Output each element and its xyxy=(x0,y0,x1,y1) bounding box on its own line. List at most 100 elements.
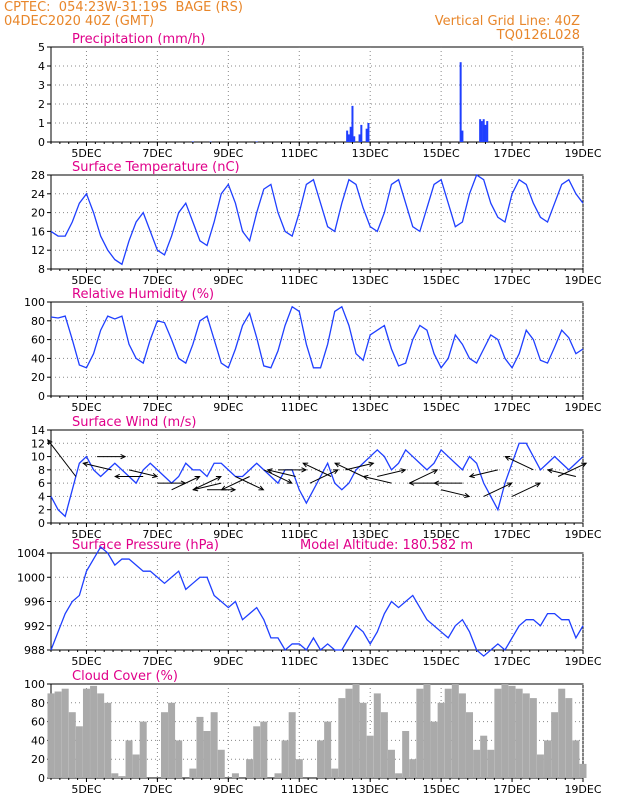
panel4-wind-arrow-head xyxy=(258,485,265,491)
panel1-precip-bar xyxy=(351,105,354,142)
panel6-cloud-bar xyxy=(61,688,69,778)
panel4-wind-arrow-head xyxy=(301,467,308,473)
panel4-wind-arrow xyxy=(511,482,541,497)
panel6-cloud-bar xyxy=(345,688,353,778)
panel6-ytick-label: 100 xyxy=(24,678,45,691)
panel6-cloud-bar xyxy=(359,702,367,778)
panel4-wind-arrow-head xyxy=(432,469,439,475)
panel1-ytick-label: 4 xyxy=(38,60,45,73)
panel4-wind-arrow xyxy=(441,489,470,497)
panel2-title: Surface Temperature (nC) xyxy=(72,160,240,175)
panel6-cloud-bar xyxy=(331,768,339,778)
panel6-cloud-bar xyxy=(189,768,197,778)
panel3-xtick-label: 5DEC xyxy=(71,401,101,414)
header-grid-line: Vertical Grid Line: 40Z xyxy=(434,14,580,29)
panel1-xtick-label: 5DEC xyxy=(71,147,101,160)
panel6-cloud-bar xyxy=(54,691,62,778)
panel4-ytick-label: 0 xyxy=(38,517,45,530)
panel6-cloud-bar xyxy=(118,776,126,778)
panel6-cloud-bar xyxy=(175,740,183,778)
panel6-cloud-bar xyxy=(466,712,474,778)
panel1-xtick-label: 9DEC xyxy=(213,147,243,160)
panel6-cloud-bar xyxy=(558,688,566,778)
panel1-xtick-label: 13DEC xyxy=(352,147,389,160)
panel6-cloud-bar xyxy=(508,685,516,778)
panel6-cloud-bar xyxy=(579,763,587,778)
panel6-cloud-bar xyxy=(387,749,395,778)
panel5-title: Surface Pressure (hPa) xyxy=(72,538,219,553)
panel6-cloud-bar xyxy=(75,726,83,778)
panel6-cloud-bar xyxy=(352,684,360,778)
panel4-wind-arrow xyxy=(302,462,332,477)
panel4-wind-arrow-head xyxy=(535,482,542,488)
panel6-cloud-bar xyxy=(203,731,211,778)
panel4-wind-arrow xyxy=(171,476,200,491)
panel4-wind-arrow xyxy=(547,469,577,477)
panel1-precip-bar xyxy=(482,119,485,142)
panel2-ytick-label: 20 xyxy=(31,207,45,220)
panel2-xtick-label: 9DEC xyxy=(213,274,243,287)
panel4-wind-arrow-head xyxy=(334,462,341,468)
panel6-cloud-bar xyxy=(317,740,325,778)
panel1-precip-bar xyxy=(255,141,258,142)
panel4-title: Surface Wind (m/s) xyxy=(72,415,196,430)
panel2-xtick-label: 13DEC xyxy=(352,274,389,287)
panel2-ytick-label: 8 xyxy=(38,263,45,276)
panel3-xtick-label: 9DEC xyxy=(213,401,243,414)
panel3-xtick-label: 19DEC xyxy=(564,401,601,414)
panel3-ytick-label: 40 xyxy=(31,352,45,365)
panel2-xtick-label: 5DEC xyxy=(71,274,101,287)
panel6-ytick-label: 0 xyxy=(38,772,45,785)
panel1-xtick-label: 15DEC xyxy=(423,147,460,160)
panel6-cloud-bar xyxy=(536,754,544,778)
panel6-cloud-bar xyxy=(139,721,147,778)
panel1-precip-bar xyxy=(367,123,370,142)
panel1-xtick-label: 19DEC xyxy=(564,147,601,160)
panel6-cloud-bar xyxy=(246,759,254,778)
panel5-series-line xyxy=(50,545,584,657)
panel6-cloud-bar xyxy=(90,685,98,778)
panel6-cloud-bar xyxy=(82,688,90,778)
panel1-precip-bar xyxy=(365,128,368,142)
panel3-ytick-label: 60 xyxy=(31,334,45,347)
panel6-cloud-bar xyxy=(494,688,502,778)
panel6-cloud-bar xyxy=(551,712,559,778)
panel4-wind-arrow xyxy=(47,439,77,477)
panel4-wind-arrow xyxy=(193,482,222,491)
panel1-precip-bar xyxy=(360,124,363,142)
panel1-ytick-label: 0 xyxy=(38,136,45,149)
panel6-cloud-bar xyxy=(487,749,495,778)
panel4-wind-arrow xyxy=(309,469,339,484)
panel4-xtick-label: 19DEC xyxy=(564,528,601,541)
panel6-xtick-label: 5DEC xyxy=(71,783,101,796)
panel5-xtick-label: 7DEC xyxy=(142,655,172,668)
panel4-wind-arrow-head xyxy=(82,461,89,467)
panel1-precip-bar xyxy=(461,130,464,142)
panel3-xtick-label: 13DEC xyxy=(352,401,389,414)
panel6-cloud-bar xyxy=(458,693,466,778)
panel6-cloud-bar xyxy=(416,688,424,778)
panel6-cloud-bar xyxy=(572,740,580,778)
panel4-wind-arrow xyxy=(469,469,498,477)
panel6-cloud-bar xyxy=(168,702,176,778)
panel5-xtick-label: 9DEC xyxy=(213,655,243,668)
panel6-cloud-bar xyxy=(565,698,573,778)
panel4-ytick-label: 4 xyxy=(38,490,45,503)
panel4-wind-arrow-head xyxy=(192,486,199,492)
panel4-wind-arrow-head xyxy=(194,475,201,481)
panel4-xtick-label: 9DEC xyxy=(213,528,243,541)
panel4-ytick-label: 10 xyxy=(31,451,45,464)
panel6-cloud-bar xyxy=(380,712,388,778)
panel6-cloud-bar xyxy=(281,740,289,778)
panel6-xtick-label: 11DEC xyxy=(281,783,318,796)
panel6-cloud-bar xyxy=(260,721,268,778)
panel2-xtick-label: 17DEC xyxy=(494,274,531,287)
panel4-ytick-label: 14 xyxy=(31,424,45,437)
panel2-ytick-label: 24 xyxy=(31,188,45,201)
panel4-wind-arrow xyxy=(334,462,364,477)
panel6-cloud-bar xyxy=(210,712,218,778)
panel6-cloud-bar xyxy=(274,773,282,778)
panel6-cloud-bar xyxy=(217,749,225,778)
panel4-wind-arrow xyxy=(483,482,512,497)
panel6-cloud-bar xyxy=(515,688,523,778)
